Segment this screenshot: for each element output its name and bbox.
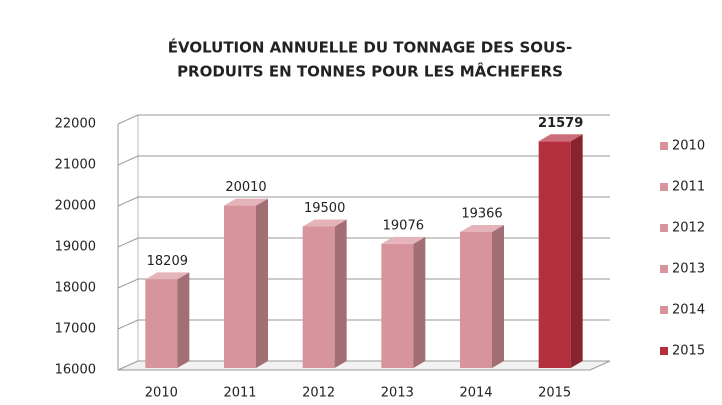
- y-tick-label: 17000: [55, 322, 96, 337]
- data-label: 19366: [461, 206, 502, 221]
- bar: [381, 243, 414, 368]
- x-tick-label: 2013: [381, 386, 414, 401]
- bar: [538, 141, 571, 368]
- legend-label: 2015: [672, 344, 705, 359]
- bar-side: [413, 236, 426, 368]
- data-label: 20010: [225, 180, 266, 195]
- legend-label: 2013: [672, 262, 705, 277]
- legend-label: 2010: [672, 139, 705, 154]
- legend-label: 2014: [672, 303, 705, 318]
- data-label: 19500: [304, 201, 345, 216]
- data-label: 19076: [383, 218, 424, 233]
- x-tick-label: 2015: [538, 386, 571, 401]
- bar-side: [492, 224, 504, 368]
- legend-label: 2011: [672, 180, 705, 195]
- bar-side: [570, 134, 583, 368]
- bar-top: [381, 236, 426, 244]
- grid-line: [117, 278, 610, 289]
- x-tick-label: 2014: [459, 386, 492, 401]
- bar: [145, 279, 178, 368]
- y-tick-label: 20000: [55, 199, 96, 214]
- y-tick-label: 22000: [55, 117, 96, 132]
- legend-swatch: [660, 142, 668, 150]
- grid-line: [117, 237, 610, 248]
- x-tick-label: 2012: [302, 386, 335, 401]
- bar-side: [177, 272, 190, 368]
- bar-top: [224, 198, 268, 206]
- legend-swatch: [660, 347, 668, 355]
- x-tick-label: 2011: [223, 386, 256, 401]
- bar-top: [460, 224, 504, 232]
- bar: [302, 226, 335, 368]
- legend-swatch: [660, 224, 668, 232]
- bar-side: [256, 198, 268, 368]
- legend-label: 2012: [672, 221, 705, 236]
- data-label: 21579: [538, 116, 583, 131]
- bar: [460, 231, 492, 368]
- chart-title: ÉVOLUTION ANNUELLE DU TONNAGE DES SOUS-: [168, 38, 572, 57]
- grid-line: [117, 155, 610, 166]
- legend-swatch: [660, 265, 668, 273]
- chart-title: PRODUITS EN TONNES POUR LES MÂCHEFERS: [177, 62, 563, 81]
- floor: [117, 360, 611, 371]
- bar-side: [334, 219, 347, 368]
- grid-line: [117, 114, 610, 125]
- data-label: 18209: [147, 254, 188, 269]
- bar-top: [538, 134, 583, 142]
- grid-line: [117, 319, 610, 330]
- bar-top: [145, 272, 190, 280]
- legend-swatch: [660, 306, 668, 314]
- bar-top: [302, 219, 347, 227]
- y-tick-label: 19000: [55, 240, 96, 255]
- legend-swatch: [660, 183, 668, 191]
- grid-line: [117, 196, 610, 207]
- y-tick-label: 16000: [55, 363, 96, 378]
- x-tick-label: 2010: [145, 386, 178, 401]
- y-tick-label: 21000: [55, 158, 96, 173]
- y-tick-label: 18000: [55, 281, 96, 296]
- bar: [224, 205, 256, 368]
